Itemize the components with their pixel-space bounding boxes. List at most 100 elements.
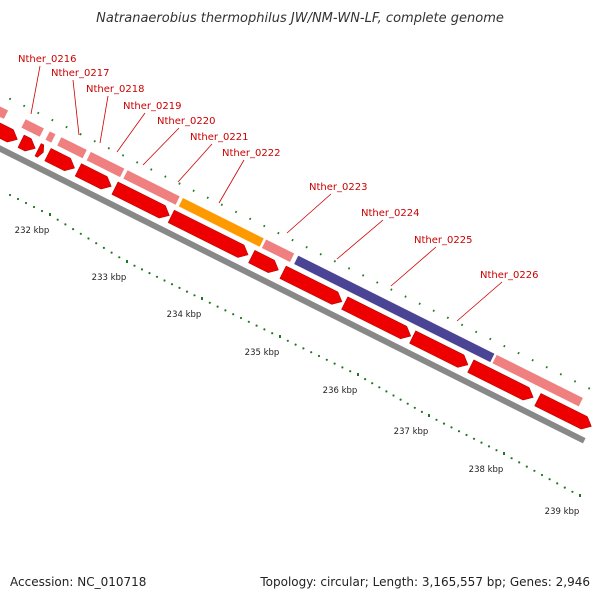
minor-tick [208, 301, 211, 304]
minor-tick [224, 309, 227, 312]
outer-tick [51, 118, 54, 122]
topology-text: Topology: circular; Length: 3,165,557 bp… [260, 575, 590, 589]
leader-line [456, 281, 503, 322]
outer-tick [333, 260, 337, 263]
cds-arrow [17, 134, 36, 152]
minor-tick [87, 237, 90, 240]
gene-segment [56, 136, 88, 160]
gene-segment [122, 169, 181, 206]
gene-segment [177, 197, 265, 248]
cds-track [0, 122, 592, 430]
gene-segment [85, 151, 126, 178]
outer-tick [460, 323, 464, 327]
gene-label: Nther_0217 [51, 68, 109, 79]
accession-text: Accession: NC_010718 [10, 575, 147, 589]
outer-tick [404, 295, 407, 298]
minor-tick [325, 358, 328, 361]
gene-label: Nther_0220 [157, 116, 215, 127]
kbp-label: 239 kbp [545, 507, 580, 517]
minor-tick [371, 382, 374, 385]
minor-tick [271, 332, 274, 335]
minor-tick [239, 316, 243, 320]
minor-tick [480, 441, 483, 444]
minor-tick [413, 406, 416, 409]
leader-line [99, 95, 109, 144]
gene-label: Nther_0218 [86, 84, 144, 95]
outer-tick [65, 125, 68, 129]
leader-line [218, 159, 245, 204]
leader-line [286, 193, 332, 234]
minor-tick [450, 426, 453, 429]
minor-tick [457, 430, 461, 433]
minor-tick [465, 433, 468, 437]
minor-tick [232, 313, 235, 316]
gene-label: Nther_0216 [18, 54, 76, 65]
gene-label: Nther_0226 [480, 270, 538, 281]
outer-tick [37, 111, 40, 115]
leader-line [336, 219, 384, 260]
gene-segment [293, 254, 496, 363]
outer-tick [192, 189, 195, 192]
outer-tick [164, 175, 167, 178]
minor-tick [8, 193, 12, 197]
minor-tick [255, 324, 258, 327]
outer-tick [432, 309, 435, 312]
minor-tick [341, 366, 344, 369]
cds-arrow [248, 249, 279, 273]
cds-arrow [44, 148, 75, 172]
outer-tick [263, 224, 266, 228]
gene-label: Nther_0225 [414, 235, 472, 246]
outer-tick [573, 380, 577, 383]
leader-line [116, 112, 146, 153]
kbp-label: 236 kbp [323, 386, 358, 396]
cds-arrow [0, 122, 18, 143]
gene-label: Nther_0219 [123, 101, 181, 112]
outer-tick [93, 140, 96, 143]
kbp-label: 233 kbp [92, 273, 127, 283]
gene-segment [0, 105, 9, 120]
minor-tick [24, 201, 28, 205]
cds-arrow [167, 209, 249, 258]
minor-tick [185, 290, 189, 293]
minor-tick [193, 294, 196, 297]
outer-tick [319, 253, 322, 256]
outer-tick [347, 267, 351, 270]
gene-segment [20, 118, 45, 138]
minor-tick [548, 478, 551, 481]
minor-tick [495, 449, 498, 452]
minor-tick [72, 228, 75, 231]
minor-tick [216, 305, 219, 308]
minor-tick [540, 473, 544, 477]
minor-tick [406, 402, 409, 405]
kbp-label: 237 kbp [394, 427, 429, 437]
minor-tick [95, 242, 98, 245]
minor-tick [310, 351, 313, 354]
minor-tick [571, 490, 574, 493]
outer-tick [503, 344, 506, 348]
minor-tick [378, 386, 381, 389]
cds-arrow [279, 265, 343, 305]
outer-tick [489, 337, 492, 341]
gene-segment [44, 130, 57, 144]
outer-tick [121, 154, 125, 157]
outer-tick [531, 358, 534, 362]
outer-tick [234, 210, 238, 214]
gene-segment [491, 354, 584, 408]
gene-label: Nther_0222 [222, 148, 280, 159]
outer-tick [545, 366, 548, 369]
outer-tick [390, 288, 393, 291]
minor-tick [64, 223, 67, 226]
gene-label: Nther_0221 [190, 132, 248, 143]
kbp-label: 232 kbp [15, 226, 50, 236]
cds-arrow [409, 330, 469, 368]
outer-tick [517, 351, 520, 355]
minor-tick [102, 246, 105, 249]
leader-line [390, 246, 437, 287]
kbp-label: 234 kbp [167, 310, 202, 320]
minor-tick [170, 283, 174, 286]
minor-tick [247, 320, 250, 323]
outer-tick [248, 217, 252, 221]
minor-tick [118, 256, 121, 259]
outer-tick [220, 203, 224, 207]
outer-tick [8, 97, 12, 101]
